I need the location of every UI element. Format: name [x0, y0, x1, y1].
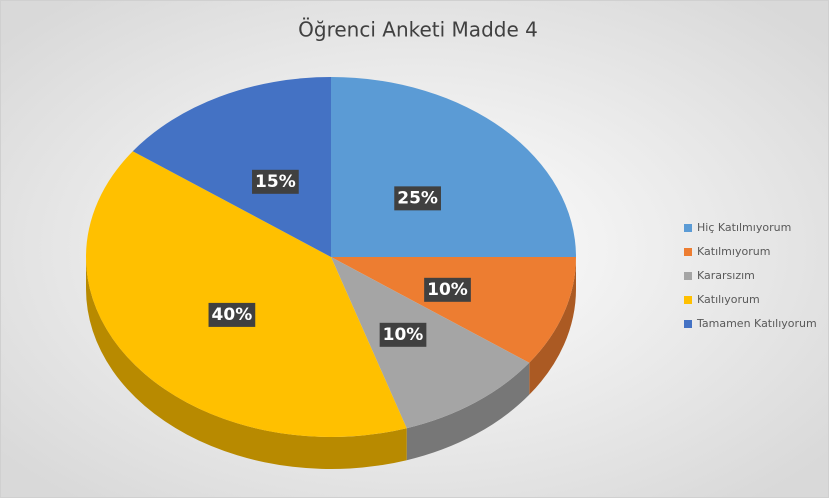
- legend-swatch: [684, 272, 692, 280]
- slice: [331, 77, 576, 257]
- slice: [132, 77, 331, 257]
- slice: [331, 257, 576, 363]
- value-label-box: [252, 169, 299, 194]
- legend-swatch: [684, 320, 692, 328]
- slice: [331, 257, 530, 429]
- legend-label: Katılıyorum: [697, 293, 760, 306]
- value-label: 25%: [397, 188, 438, 208]
- legend-swatch: [684, 224, 692, 232]
- value-label-box: [379, 322, 427, 347]
- legend-swatch: [684, 296, 692, 304]
- slice: [85, 151, 407, 438]
- legend-label: Katılmıyorum: [697, 245, 770, 258]
- legend-label: Hiç Katılmıyorum: [697, 221, 791, 234]
- slice-side: [529, 257, 576, 395]
- value-label: 15%: [255, 172, 296, 192]
- value-label-box: [208, 302, 256, 327]
- value-label-box: [424, 277, 471, 302]
- slice-side: [406, 362, 530, 461]
- slice-side: [86, 257, 407, 470]
- legend-label: Tamamen Katılıyorum: [696, 317, 817, 330]
- legend-swatch: [684, 248, 692, 256]
- value-label: 10%: [383, 325, 424, 345]
- value-label: 10%: [427, 280, 468, 300]
- chart-title: Öğrenci Anketi Madde 4: [298, 18, 538, 42]
- value-label: 40%: [212, 305, 253, 325]
- legend-label: Kararsızım: [697, 269, 755, 282]
- value-label-box: [394, 186, 441, 211]
